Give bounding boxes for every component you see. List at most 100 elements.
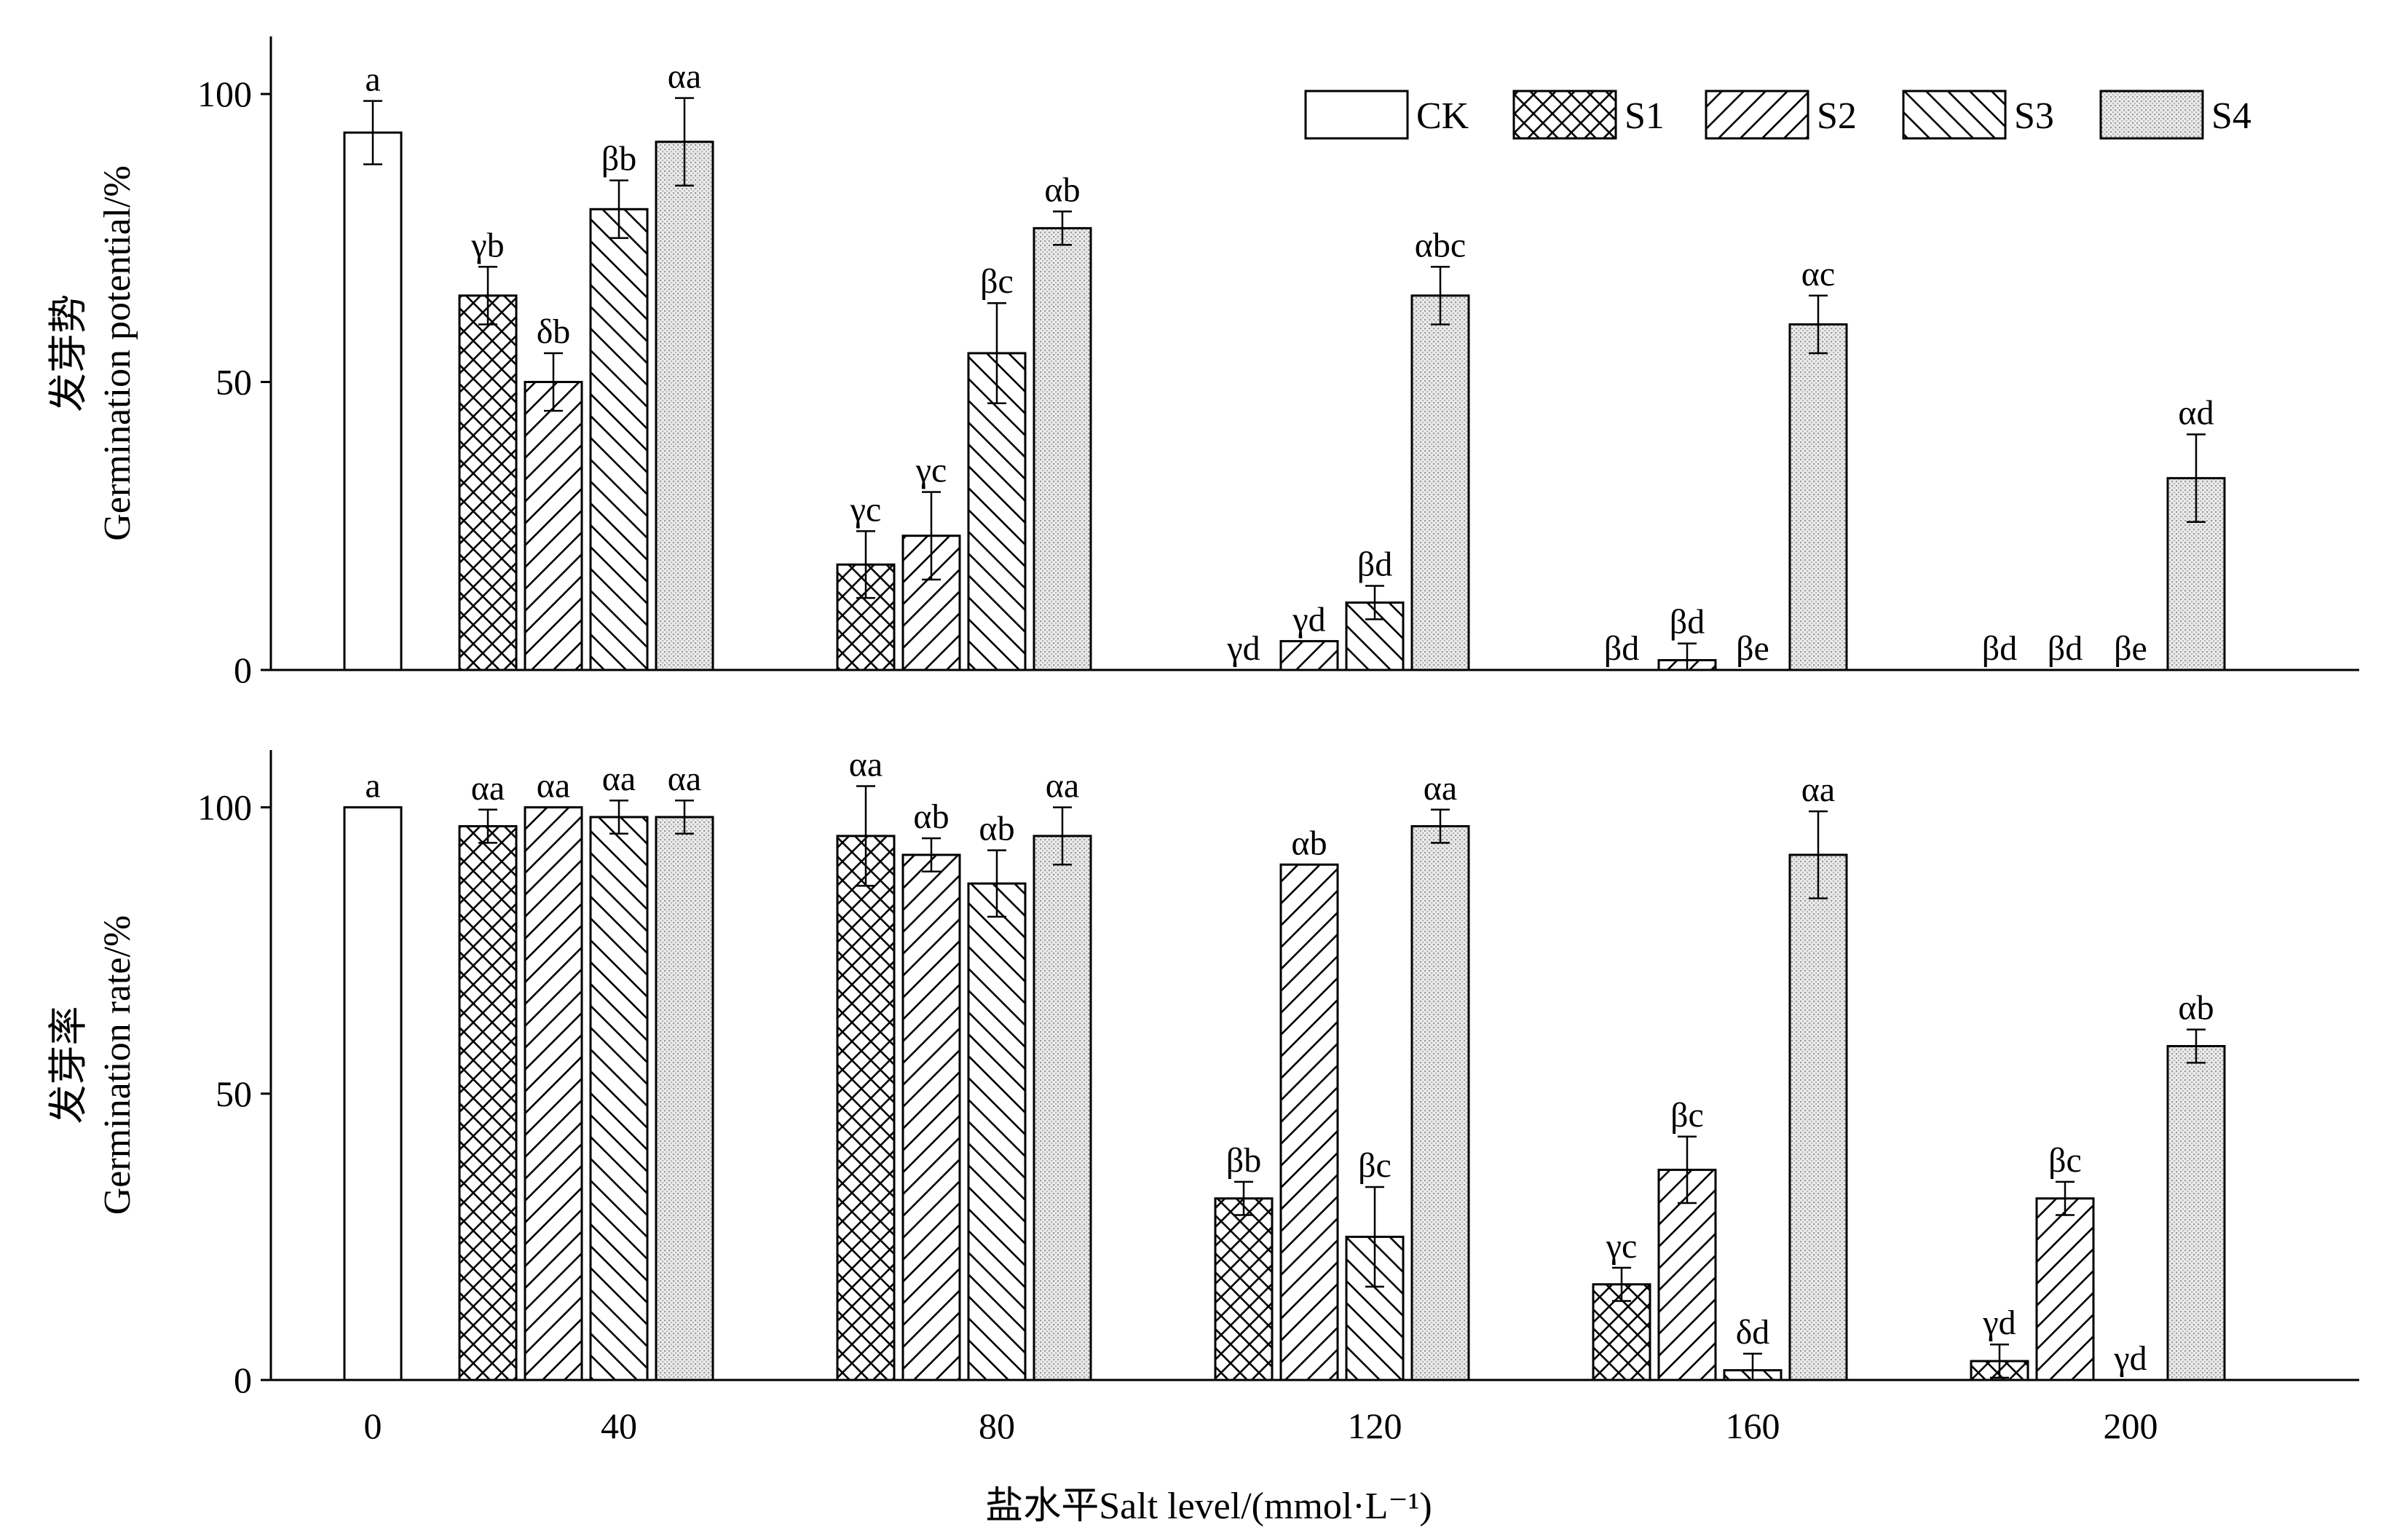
significance-label: δb (537, 312, 571, 351)
bar-group: a (343, 767, 403, 1381)
significance-label: βc (1670, 1096, 1704, 1135)
bar (2166, 1045, 2226, 1381)
y-tick-label: 0 (234, 1360, 252, 1400)
bar-group: γc (1592, 1227, 1651, 1381)
legend-swatch (1705, 90, 1809, 140)
x-axis-title: 盐水平Salt level/(mmol·L⁻¹) (985, 1486, 1432, 1527)
significance-label: γd (1292, 600, 1325, 639)
bar (343, 806, 403, 1381)
bar-group: δd (1723, 1313, 1783, 1381)
y-tick-label: 50 (216, 1073, 252, 1114)
bar-group: αa (1033, 767, 1092, 1381)
significance-label: αc (1801, 255, 1835, 293)
bar-group: αb (967, 810, 1027, 1381)
significance-label: a (365, 767, 380, 805)
significance-label: αa (849, 746, 883, 784)
bar (901, 535, 961, 671)
bar-group: αa (1410, 769, 1470, 1381)
bar-group: βd (1657, 603, 1717, 671)
significance-label: αd (2178, 394, 2214, 433)
y-axis-title: Germination rate/% (97, 915, 138, 1215)
bar (1033, 835, 1092, 1381)
significance-label: βc (2048, 1141, 2082, 1180)
y-axis-title-cn: 发芽势 (47, 294, 90, 412)
significance-label: αa (1046, 767, 1079, 805)
y-tick-label: 100 (197, 787, 252, 828)
significance-label: βd (1670, 603, 1705, 642)
y-tick-label: 100 (197, 74, 252, 114)
y-tick-label: 50 (216, 362, 252, 403)
significance-label: αa (471, 769, 505, 808)
significance-label: αa (602, 760, 636, 798)
significance-label: αb (979, 810, 1014, 848)
bar-group: βe (2114, 629, 2147, 668)
significance-label: βc (1358, 1146, 1391, 1185)
bar-group: βb (589, 140, 649, 671)
x-tick-label: 160 (1726, 1405, 1780, 1446)
legend-item: S4 (2099, 90, 2251, 140)
bar-group: αb (901, 797, 961, 1381)
bar (1214, 1197, 1274, 1381)
bar-group: αb (1033, 170, 1092, 671)
significance-label: γb (470, 226, 504, 264)
y-axis-title-cn: 发芽率 (47, 1006, 90, 1124)
bar (967, 352, 1027, 671)
bar-group: αa (655, 58, 714, 671)
bar-group: αa (589, 760, 649, 1381)
bar-group: βe (1736, 629, 1769, 668)
bar (343, 131, 403, 671)
legend-item: S2 (1705, 90, 1857, 140)
bar (1410, 294, 1470, 671)
significance-label: αa (668, 58, 701, 96)
bar-group: βd (1345, 545, 1405, 671)
bar (1279, 639, 1339, 671)
bar-group: αa (458, 769, 518, 1381)
bar-group: γb (458, 226, 518, 671)
x-tick-label: 120 (1348, 1405, 1402, 1446)
bar-group: αc (1788, 255, 1848, 671)
significance-label: αa (537, 767, 570, 805)
significance-label: γc (915, 451, 947, 490)
bar-group: αa (1788, 770, 1848, 1381)
legend-item: S3 (1902, 90, 2054, 140)
significance-label: αb (913, 797, 949, 836)
x-tick-label: 80 (979, 1405, 1015, 1446)
bar (655, 141, 714, 671)
significance-label: βd (1357, 545, 1392, 584)
significance-label: γd (1982, 1304, 2016, 1342)
bar-group: αd (2166, 394, 2226, 671)
bar (967, 882, 1027, 1381)
bar-group: γc (901, 451, 961, 671)
bar-group: αbc (1410, 226, 1470, 671)
bar-group: βc (1345, 1146, 1405, 1381)
bar-group: αa (524, 767, 583, 1381)
bar-group: βc (1657, 1096, 1717, 1381)
legend-label: S1 (1625, 95, 1665, 137)
significance-label: βd (1604, 629, 1639, 668)
x-axis-tick-labels: 0 40 80 120 160 200 (364, 1405, 2158, 1446)
bar (836, 835, 896, 1381)
legend-item: CK (1304, 90, 1469, 140)
x-tick-label: 40 (601, 1405, 637, 1446)
y-tick-label: 0 (234, 650, 252, 690)
significance-label: βb (601, 140, 636, 178)
bar (1033, 226, 1092, 671)
bar (1410, 825, 1470, 1381)
bar-group: δb (524, 312, 583, 671)
bar-group: βc (2035, 1141, 2095, 1381)
significance-label: αa (668, 760, 701, 798)
bar-group: a (343, 60, 403, 671)
bar-group: γd (1279, 600, 1339, 671)
significance-label: βd (2048, 629, 2083, 668)
bar-group: αa (836, 746, 896, 1381)
bar (589, 208, 649, 671)
bar (1788, 323, 1848, 671)
y-axis-title: Germination potential/% (97, 165, 138, 541)
significance-label: γd (1226, 629, 1260, 668)
significance-label: δd (1736, 1313, 1770, 1352)
bar-group: αa (655, 760, 714, 1381)
bar (1279, 863, 1339, 1381)
